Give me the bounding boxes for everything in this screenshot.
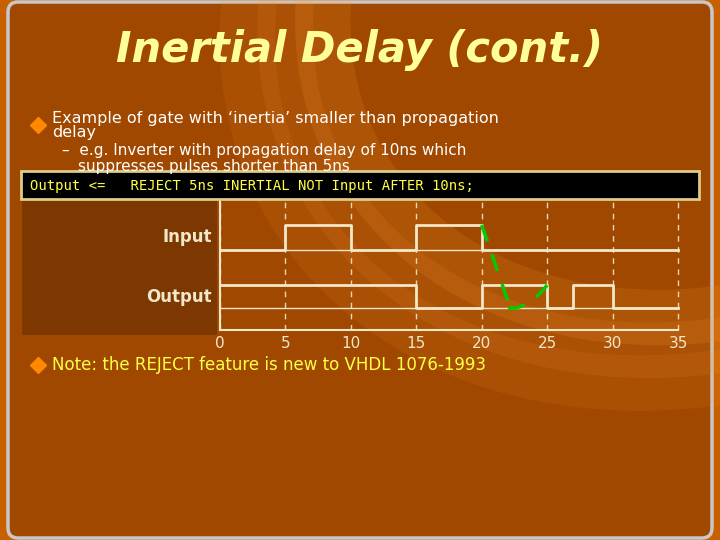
Text: Output <=   REJECT 5ns INERTIAL NOT Input AFTER 10ns;: Output <= REJECT 5ns INERTIAL NOT Input … [30,179,474,193]
Text: Note: the REJECT feature is new to VHDL 1076-1993: Note: the REJECT feature is new to VHDL … [52,356,486,374]
Text: 25: 25 [538,336,557,352]
Text: 10: 10 [341,336,361,352]
Text: Input: Input [163,228,212,246]
Text: 0: 0 [215,336,225,352]
Text: 30: 30 [603,336,622,352]
Text: suppresses pulses shorter than 5ns: suppresses pulses shorter than 5ns [78,159,350,173]
Text: 5: 5 [281,336,290,352]
Text: 15: 15 [407,336,426,352]
Text: Example of gate with ‘inertia’ smaller than propagation: Example of gate with ‘inertia’ smaller t… [52,111,499,125]
Text: 20: 20 [472,336,491,352]
Text: Output: Output [146,287,212,306]
Text: Inertial Delay (cont.): Inertial Delay (cont.) [117,29,603,71]
Text: 35: 35 [668,336,688,352]
FancyBboxPatch shape [8,2,712,538]
Bar [22,190,217,335]
Text: delay: delay [52,125,96,140]
Text: –  e.g. Inverter with propagation delay of 10ns which: – e.g. Inverter with propagation delay o… [62,143,467,158]
FancyBboxPatch shape [21,171,699,199]
